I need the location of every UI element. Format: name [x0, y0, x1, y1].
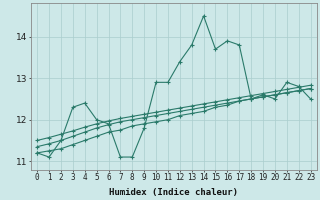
X-axis label: Humidex (Indice chaleur): Humidex (Indice chaleur): [109, 188, 238, 197]
